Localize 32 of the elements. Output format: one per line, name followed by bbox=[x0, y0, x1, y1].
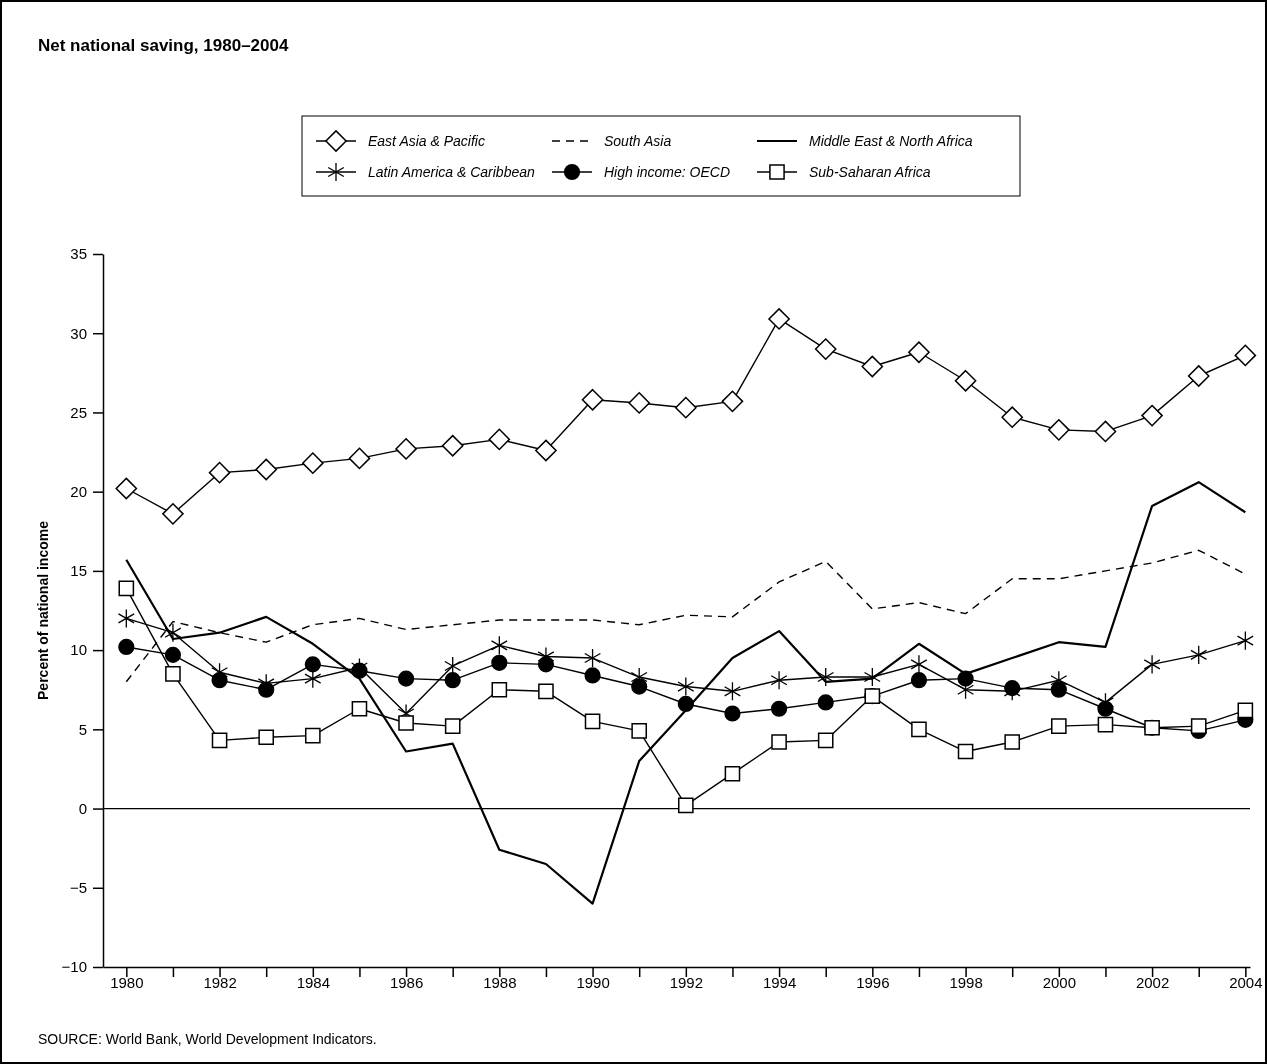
source-note: SOURCE: World Bank, World Development Indicators. bbox=[38, 1031, 377, 1047]
y-tick-label: 0 bbox=[78, 799, 87, 817]
legend-label: Latin America & Caribbean bbox=[368, 164, 535, 180]
y-tick-label: 20 bbox=[70, 482, 87, 500]
y-tick-label: 35 bbox=[70, 245, 87, 263]
legend-label: Sub-Saharan Africa bbox=[809, 164, 931, 180]
x-tick-label: 1980 bbox=[110, 974, 144, 991]
y-tick-label: −5 bbox=[69, 879, 87, 897]
y-tick-label: 10 bbox=[70, 641, 87, 659]
x-tick-label: 1994 bbox=[762, 974, 797, 991]
x-tick-label: 1984 bbox=[296, 974, 330, 991]
x-tick-label: 1996 bbox=[856, 974, 890, 991]
x-tick-label: 2002 bbox=[1135, 974, 1170, 991]
x-tick-label: 1986 bbox=[389, 974, 424, 991]
y-tick-label: 15 bbox=[70, 562, 87, 580]
x-tick-label: 1998 bbox=[949, 974, 983, 991]
y-tick-label: 25 bbox=[70, 403, 87, 421]
x-tick-label: 1992 bbox=[669, 974, 704, 991]
legend-label: High income: OECD bbox=[604, 164, 731, 180]
y-axis-title: Percent of national income bbox=[35, 520, 51, 700]
y-tick-label: 30 bbox=[70, 324, 87, 342]
y-tick-label: −10 bbox=[61, 958, 87, 976]
chart-title: Net national saving, 1980–2004 bbox=[38, 36, 289, 55]
legend-label: South Asia bbox=[604, 133, 672, 149]
legend-label: Middle East & North Africa bbox=[809, 133, 973, 149]
legend-label: East Asia & Pacific bbox=[368, 133, 485, 149]
x-tick-label: 2004 bbox=[1229, 974, 1263, 991]
x-tick-label: 1982 bbox=[203, 974, 237, 991]
x-tick-label: 1988 bbox=[483, 974, 517, 991]
y-tick-label: 5 bbox=[78, 720, 87, 738]
x-tick-label: 2000 bbox=[1042, 974, 1077, 991]
x-tick-label: 1990 bbox=[576, 974, 610, 991]
